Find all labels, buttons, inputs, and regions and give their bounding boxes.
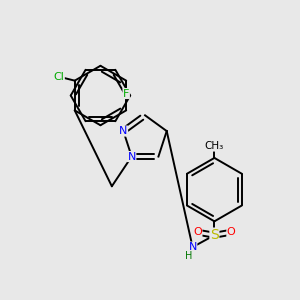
Text: O: O xyxy=(227,227,236,237)
Text: H: H xyxy=(185,251,192,261)
Text: CH₃: CH₃ xyxy=(205,141,224,151)
Text: Cl: Cl xyxy=(53,72,64,82)
Text: S: S xyxy=(210,228,219,242)
Text: N: N xyxy=(119,126,128,136)
Text: F: F xyxy=(123,88,129,98)
Text: N: N xyxy=(128,152,136,161)
Text: N: N xyxy=(188,242,197,252)
Text: O: O xyxy=(193,227,202,237)
